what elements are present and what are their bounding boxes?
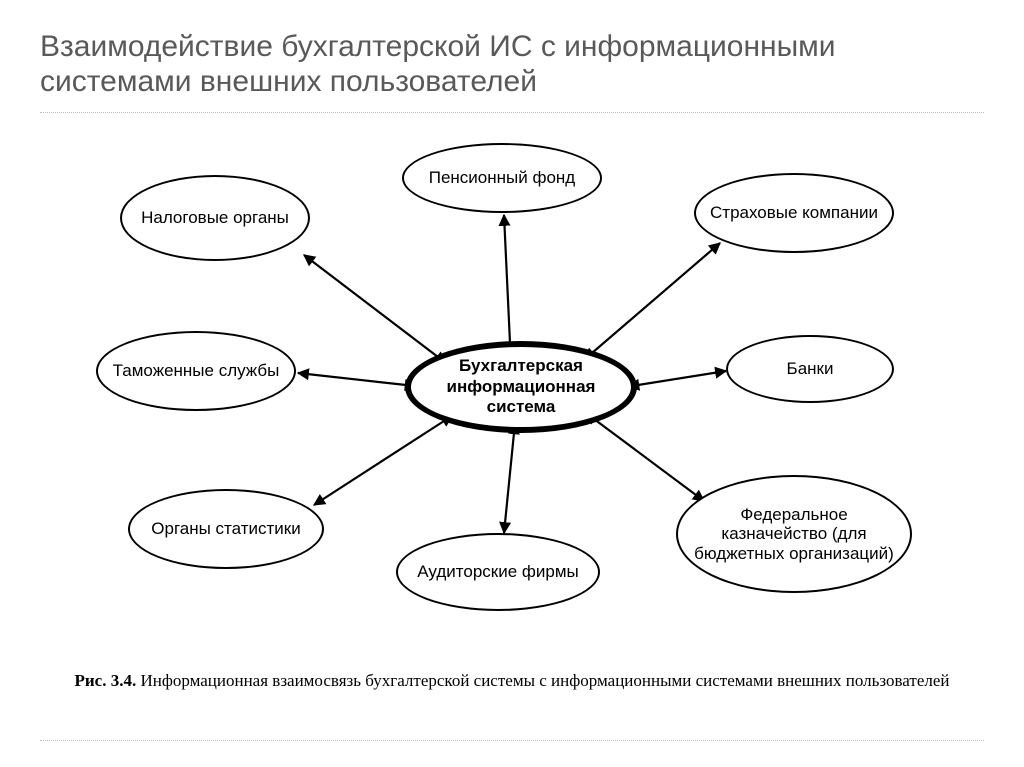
- edge-pension: [504, 215, 510, 343]
- caption-text: Информационная взаимосвязь бухгалтерской…: [136, 671, 949, 690]
- slide-title: Взаимодействие бухгалтерской ИС с информ…: [40, 30, 940, 99]
- node-treasury: Федеральное казначейство (для бюджетных …: [676, 475, 912, 593]
- node-tax: Налоговые органы: [120, 175, 310, 261]
- slide: Взаимодействие бухгалтерской ИС с информ…: [0, 0, 1024, 767]
- footer-divider: [40, 740, 984, 741]
- figure-caption: Рис. 3.4. Информационная взаимосвязь бух…: [0, 670, 1024, 691]
- node-audit: Аудиторские фирмы: [396, 533, 600, 611]
- edge-customs: [298, 373, 406, 385]
- center-node: Бухгалтерская информационная система: [405, 341, 637, 433]
- node-insurance: Страховые компании: [694, 173, 894, 253]
- node-pension: Пенсионный фонд: [402, 143, 602, 213]
- node-customs: Таможенные службы: [96, 331, 296, 411]
- node-stats: Органы статистики: [128, 489, 324, 569]
- edge-banks: [638, 371, 726, 385]
- edge-tax: [304, 255, 438, 357]
- edge-insurance: [592, 243, 720, 353]
- edge-audit: [504, 433, 514, 533]
- node-banks: Банки: [726, 335, 894, 403]
- edge-treasury: [594, 419, 704, 501]
- caption-prefix: Рис. 3.4.: [74, 671, 136, 690]
- diagram-area: Бухгалтерская информационная система Нало…: [90, 135, 930, 665]
- title-divider: [40, 112, 984, 113]
- edge-stats: [314, 421, 444, 505]
